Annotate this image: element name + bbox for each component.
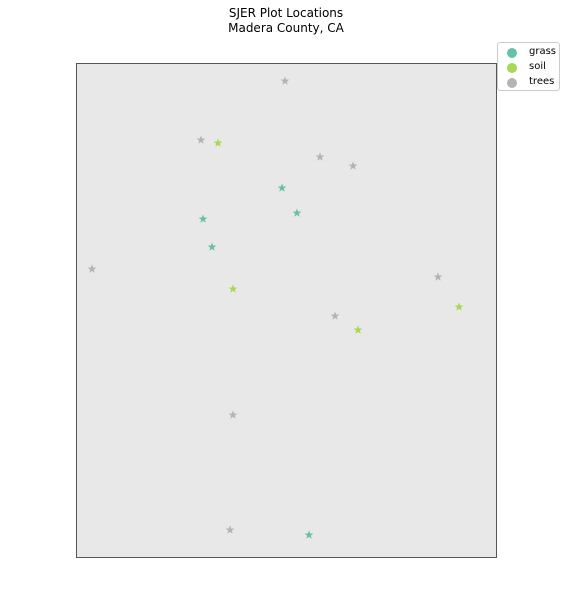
- legend-marker-grass: [507, 48, 517, 58]
- legend-item-soil: soil: [498, 60, 561, 74]
- legend-item-grass: grass: [498, 45, 561, 59]
- legend-label-trees: trees: [529, 76, 554, 87]
- legend-label-grass: grass: [529, 46, 556, 57]
- plot-area: [77, 64, 497, 558]
- legend-item-trees: trees: [498, 75, 561, 89]
- legend-marker-soil: [507, 63, 517, 73]
- legend: grass soil trees: [497, 42, 560, 91]
- legend-marker-trees: [507, 78, 517, 88]
- legend-label-soil: soil: [529, 61, 546, 72]
